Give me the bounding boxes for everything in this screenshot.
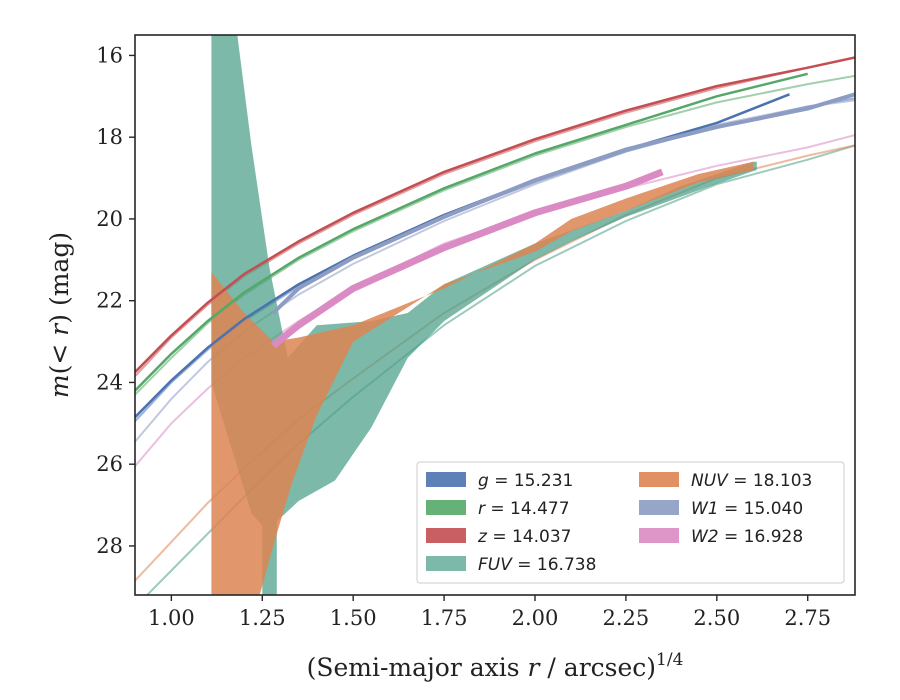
x-tick-label: 1.50 xyxy=(330,606,377,630)
legend-label: FUV = 16.738 xyxy=(478,555,596,575)
series-z-curve xyxy=(135,56,855,374)
series-nuv-band xyxy=(211,161,754,595)
series-r-model-curve xyxy=(135,74,855,396)
series-w1-curve xyxy=(271,92,855,315)
y-tick-label: 22 xyxy=(96,289,123,313)
legend-label: z = 14.037 xyxy=(477,527,571,547)
y-tick-label: 28 xyxy=(96,534,123,558)
legend-entry-w2: W2 = 16.928 xyxy=(639,527,803,547)
legend-entry-fuv: FUV = 16.738 xyxy=(426,555,596,575)
x-tick-label: 2.50 xyxy=(693,606,740,630)
series-r-curve xyxy=(135,72,809,392)
x-tick-label: 1.75 xyxy=(421,606,468,630)
legend-swatch xyxy=(639,500,679,515)
legend-entry-z: z = 14.037 xyxy=(426,527,571,547)
x-tick-label: 2.00 xyxy=(512,606,559,630)
y-tick-label: 18 xyxy=(96,125,123,149)
series-z-model-curve xyxy=(135,56,855,377)
legend-swatch xyxy=(426,500,466,515)
series-w2-curve xyxy=(271,168,664,349)
axis-ticks: 1.00 1.25 1.50 1.75 2.00 2.25 2.50 2.75 16 18 20 22… xyxy=(96,43,831,630)
legend-entry-w1: W1 = 15.040 xyxy=(639,499,803,519)
x-tick-label: 1.25 xyxy=(239,606,286,630)
series-fuv-band xyxy=(211,35,757,595)
legend-entry-r: r = 14.477 xyxy=(426,499,570,519)
y-tick-label: 20 xyxy=(96,207,123,231)
legend-label: W2 = 16.928 xyxy=(691,527,803,547)
plot-area xyxy=(135,35,855,595)
legend-entry-g: g = 15.231 xyxy=(426,471,573,491)
legend-swatch xyxy=(639,528,679,543)
legend-label: r = 14.477 xyxy=(478,499,570,519)
legend-label: NUV = 18.103 xyxy=(691,471,812,491)
legend-swatch xyxy=(426,472,466,487)
y-tick-label: 26 xyxy=(96,452,123,476)
y-tick-label: 16 xyxy=(96,43,123,67)
legend-swatch xyxy=(639,472,679,487)
x-tick-label: 1.00 xyxy=(148,606,195,630)
y-tick-label: 24 xyxy=(96,370,123,394)
legend-label: g = 15.231 xyxy=(478,471,573,491)
series-w1-model-curve xyxy=(135,99,855,443)
legend: g = 15.231 NUV = 18.103 r = 14.477 W1 = 15.… xyxy=(416,461,845,584)
x-tick-label: 2.25 xyxy=(603,606,650,630)
legend-box xyxy=(416,461,845,584)
legend-swatch xyxy=(426,528,466,543)
x-axis-label: (Semi-major axis r / arcsec)1/4 xyxy=(307,650,684,682)
legend-entry-nuv: NUV = 18.103 xyxy=(639,471,812,491)
plot-frame xyxy=(134,34,856,596)
legend-label: W1 = 15.040 xyxy=(691,499,803,519)
y-axis-label: m(< r) (mag) xyxy=(45,232,74,398)
x-tick-label: 2.75 xyxy=(784,606,831,630)
legend-swatch xyxy=(426,556,466,571)
